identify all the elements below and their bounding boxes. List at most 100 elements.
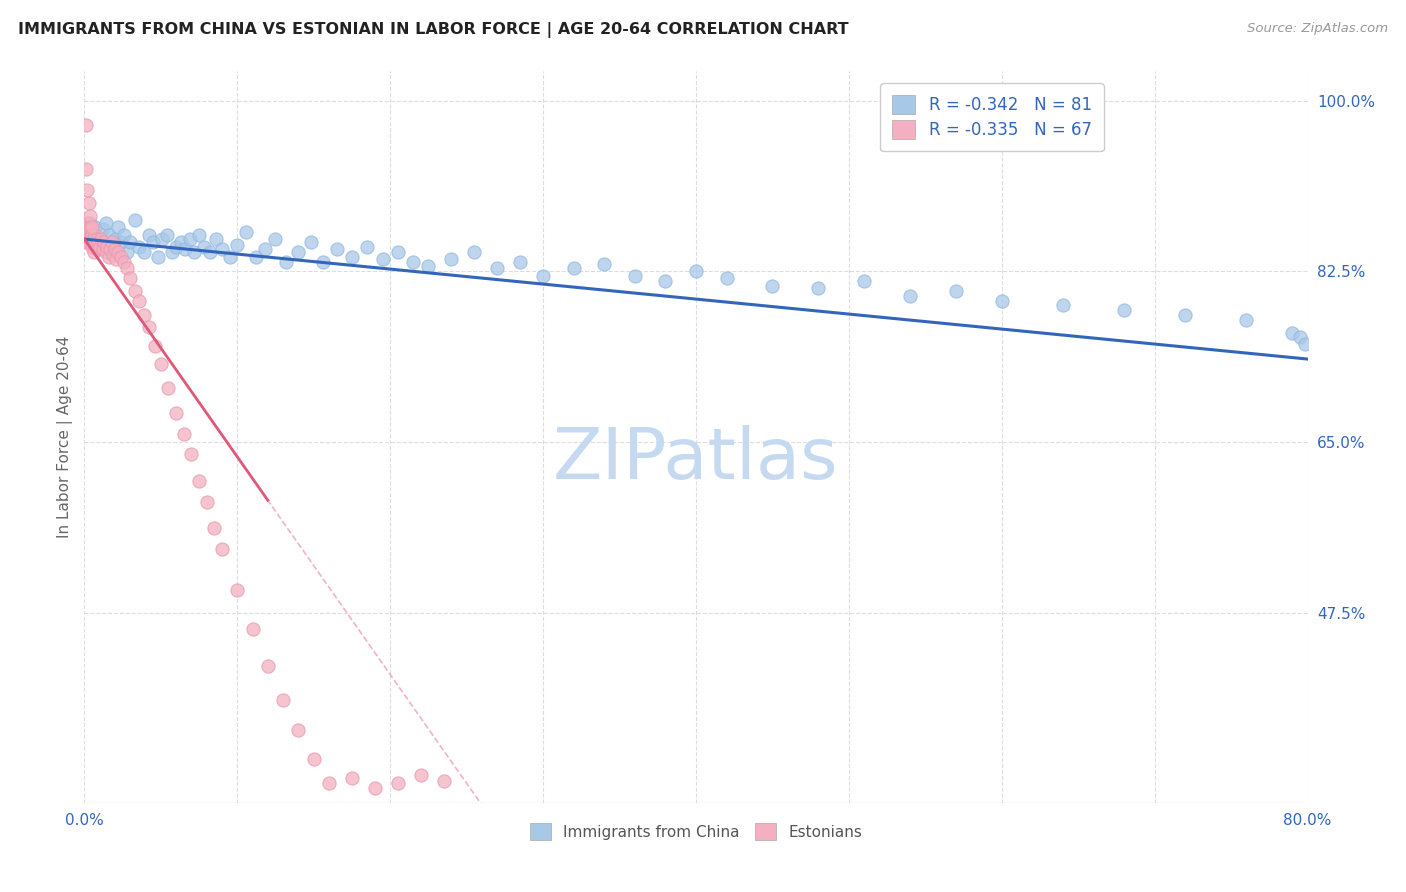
Point <box>685 264 707 278</box>
Point <box>76 220 98 235</box>
Point <box>188 474 211 488</box>
Point <box>654 274 676 288</box>
Point <box>409 768 432 782</box>
Point <box>80 240 103 254</box>
Point <box>235 225 257 239</box>
Point <box>80 220 103 235</box>
Point <box>89 235 111 249</box>
Point <box>75 230 97 244</box>
Point <box>86 235 108 249</box>
Point <box>124 284 146 298</box>
Point <box>112 254 135 268</box>
Point <box>120 271 142 285</box>
Point <box>86 242 108 256</box>
Point <box>79 209 101 223</box>
Point <box>107 220 129 235</box>
Point <box>340 250 363 264</box>
Point <box>433 774 456 789</box>
Point <box>302 752 325 766</box>
Point <box>128 293 150 308</box>
Point <box>79 215 101 229</box>
Legend: Immigrants from China, Estonians: Immigrants from China, Estonians <box>523 816 869 847</box>
Point <box>287 723 309 737</box>
Point <box>188 228 211 243</box>
Point <box>716 271 738 285</box>
Point <box>193 240 215 254</box>
Point <box>226 238 249 252</box>
Point <box>76 228 98 243</box>
Point <box>87 240 110 254</box>
Text: ZIPatlas: ZIPatlas <box>553 425 839 493</box>
Point <box>509 254 531 268</box>
Point <box>150 232 173 246</box>
Point <box>94 215 117 229</box>
Point <box>387 244 409 259</box>
Point <box>253 242 276 256</box>
Point <box>84 238 107 252</box>
Point <box>179 232 201 246</box>
Point <box>156 228 179 243</box>
Point <box>107 244 129 259</box>
Point <box>287 244 309 259</box>
Point <box>75 118 97 132</box>
Point <box>180 447 202 461</box>
Point <box>132 308 155 322</box>
Point <box>96 240 118 254</box>
Point <box>149 357 172 371</box>
Point <box>440 252 463 266</box>
Point <box>138 319 160 334</box>
Point <box>76 183 98 197</box>
Point <box>83 244 105 259</box>
Point <box>356 240 378 254</box>
Point <box>761 279 783 293</box>
Point <box>170 235 193 249</box>
Point <box>97 228 120 243</box>
Point <box>991 293 1014 308</box>
Point <box>146 250 169 264</box>
Point <box>93 235 115 249</box>
Point <box>299 235 322 249</box>
Point <box>132 244 155 259</box>
Point <box>143 339 166 353</box>
Point <box>90 232 112 246</box>
Point <box>112 228 135 243</box>
Point <box>195 495 218 509</box>
Point <box>340 772 363 786</box>
Point <box>83 230 105 244</box>
Point <box>84 228 107 243</box>
Point <box>101 235 124 249</box>
Point <box>80 235 103 249</box>
Point <box>79 220 101 235</box>
Point <box>94 244 117 259</box>
Point <box>198 244 221 259</box>
Point <box>77 235 100 249</box>
Point <box>77 225 100 239</box>
Point <box>84 220 107 235</box>
Point <box>562 261 585 276</box>
Point <box>183 244 205 259</box>
Point <box>531 269 554 284</box>
Point <box>165 406 187 420</box>
Point <box>173 427 195 442</box>
Point <box>91 222 114 236</box>
Point <box>91 242 114 256</box>
Point <box>75 161 97 176</box>
Point <box>110 250 132 264</box>
Point <box>77 196 100 211</box>
Point <box>98 242 121 256</box>
Point <box>89 240 111 254</box>
Point <box>945 284 967 298</box>
Point <box>83 232 105 246</box>
Point <box>371 252 394 266</box>
Point <box>211 542 233 557</box>
Point <box>387 776 409 790</box>
Point <box>160 244 183 259</box>
Point <box>271 693 294 707</box>
Point <box>257 659 280 673</box>
Point <box>898 288 921 302</box>
Point <box>115 244 138 259</box>
Text: Source: ZipAtlas.com: Source: ZipAtlas.com <box>1247 22 1388 36</box>
Point <box>86 232 108 246</box>
Point <box>264 232 287 246</box>
Point <box>97 250 120 264</box>
